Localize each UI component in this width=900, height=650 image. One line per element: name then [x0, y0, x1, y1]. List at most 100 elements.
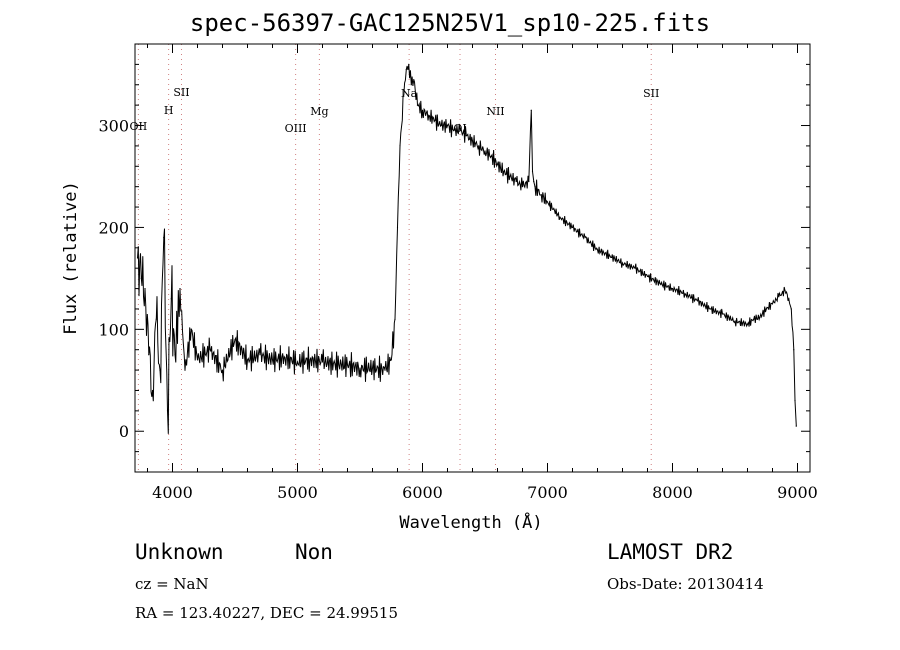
spectrum-point [509, 175, 511, 178]
spectrum-point [371, 367, 374, 369]
spectrum-point [490, 155, 492, 157]
spectrum-point [140, 277, 142, 279]
spectrum-point [421, 109, 424, 111]
spectrum-point [771, 303, 774, 305]
spectrum-point [221, 369, 224, 371]
observation-date: Obs-Date: 20130414 [607, 575, 764, 593]
spectrum-point [163, 237, 165, 239]
spectrum-point [184, 369, 186, 371]
spectrum-point [778, 296, 780, 298]
spectrum-point [465, 135, 467, 137]
spectrum-point [790, 308, 792, 310]
spectrum-point [530, 109, 532, 111]
spectrum-point [531, 170, 534, 172]
spectrum-point [734, 320, 736, 322]
spectrum-point [471, 140, 474, 142]
spectrum-point [659, 282, 661, 285]
spectrum-point [136, 257, 139, 259]
spectrum-point [634, 267, 636, 269]
spectrum-point [521, 186, 524, 188]
line-marker-label: H [164, 104, 174, 117]
spectrum-line [137, 64, 797, 434]
spectrum-point [174, 354, 176, 356]
spectrum-point [390, 359, 392, 361]
spectrum-point [515, 180, 517, 183]
spectrum-point [155, 318, 157, 320]
x-tick-label: 8000 [652, 483, 693, 502]
spectrum-series [136, 63, 797, 434]
line-marker-label: SII [643, 87, 659, 100]
line-marker-label: Na [401, 87, 418, 100]
spectrum-point [321, 361, 324, 363]
spectrum-point [179, 287, 181, 290]
spectrum-point [571, 226, 574, 229]
spectrum-point [646, 275, 649, 277]
spectrum-point [459, 130, 461, 132]
y-axis-label: Flux (relative) [61, 181, 81, 335]
spectrum-point [209, 349, 211, 351]
x-tick-label: 5000 [277, 483, 318, 502]
spectrum-point [271, 359, 274, 361]
spectrum-point [496, 163, 499, 165]
spectrum-point [596, 249, 599, 251]
axes: 4000 5000 6000 7000 8000 9000 0 100 200 300 [98, 43, 818, 502]
spectrum-point [405, 68, 407, 71]
spectrum-point [309, 359, 311, 361]
x-tick-label: 9000 [777, 483, 818, 502]
spectrum-point [170, 298, 172, 300]
spectrum-point [159, 369, 161, 371]
spectrum-point [753, 318, 755, 320]
spectrum-point [795, 425, 797, 427]
spectrum-point [533, 180, 535, 183]
spectrum-point [396, 226, 399, 229]
redshift-value: cz = NaN [135, 575, 209, 593]
y-tick-label: 200 [98, 218, 129, 237]
spectrum-point [434, 119, 436, 122]
spectrum-point [234, 338, 236, 341]
spectrum-point [296, 361, 299, 363]
line-marker-label: SII [173, 86, 189, 99]
spectrum-point [446, 124, 449, 127]
spectrum-point [546, 201, 549, 203]
spectrum-point [284, 357, 286, 359]
coordinates: RA = 123.40227, DEC = 24.99515 [135, 604, 399, 622]
spectrum-point [384, 369, 386, 371]
spectrum-point [394, 318, 396, 320]
spectrum-point [334, 363, 336, 365]
line-marker-label: OIII [285, 122, 307, 135]
spectrum-point [671, 287, 674, 290]
spectrum-point [151, 389, 154, 392]
spectrum-point [621, 262, 624, 264]
spectrum-point [453, 130, 455, 132]
spectrum-point [410, 84, 412, 86]
spectrum-point [784, 290, 786, 292]
spectrum-point [788, 298, 790, 300]
spectrum-point [528, 180, 530, 183]
spectrum-point [196, 359, 199, 361]
object-subclass: Non [295, 540, 333, 564]
object-class: Unknown [135, 540, 224, 564]
spectrum-point [399, 145, 401, 147]
spectrum-point [793, 349, 795, 351]
line-marker-label: OII [130, 120, 148, 133]
spectrum-point [259, 354, 261, 356]
spectrum-point [428, 114, 430, 116]
spectrum-point [478, 145, 480, 147]
spectrum-point [794, 400, 796, 402]
line-marker-label: NII [486, 105, 504, 118]
y-tick-label: 300 [98, 117, 129, 136]
spectrum-point [540, 194, 542, 196]
spectrum-point [408, 63, 410, 65]
spectrum-point [246, 359, 249, 361]
y-tick-label: 0 [119, 422, 129, 441]
spectrum-point [559, 216, 561, 218]
x-tick-label: 4000 [152, 483, 193, 502]
spectrum-point [696, 300, 699, 302]
spectrum-point [534, 186, 536, 188]
spectrum-point [190, 328, 192, 330]
spectrum-point [721, 313, 724, 315]
spectrum-point [416, 104, 419, 106]
spectrum-point [684, 293, 686, 295]
y-tick-label: 100 [98, 320, 129, 339]
